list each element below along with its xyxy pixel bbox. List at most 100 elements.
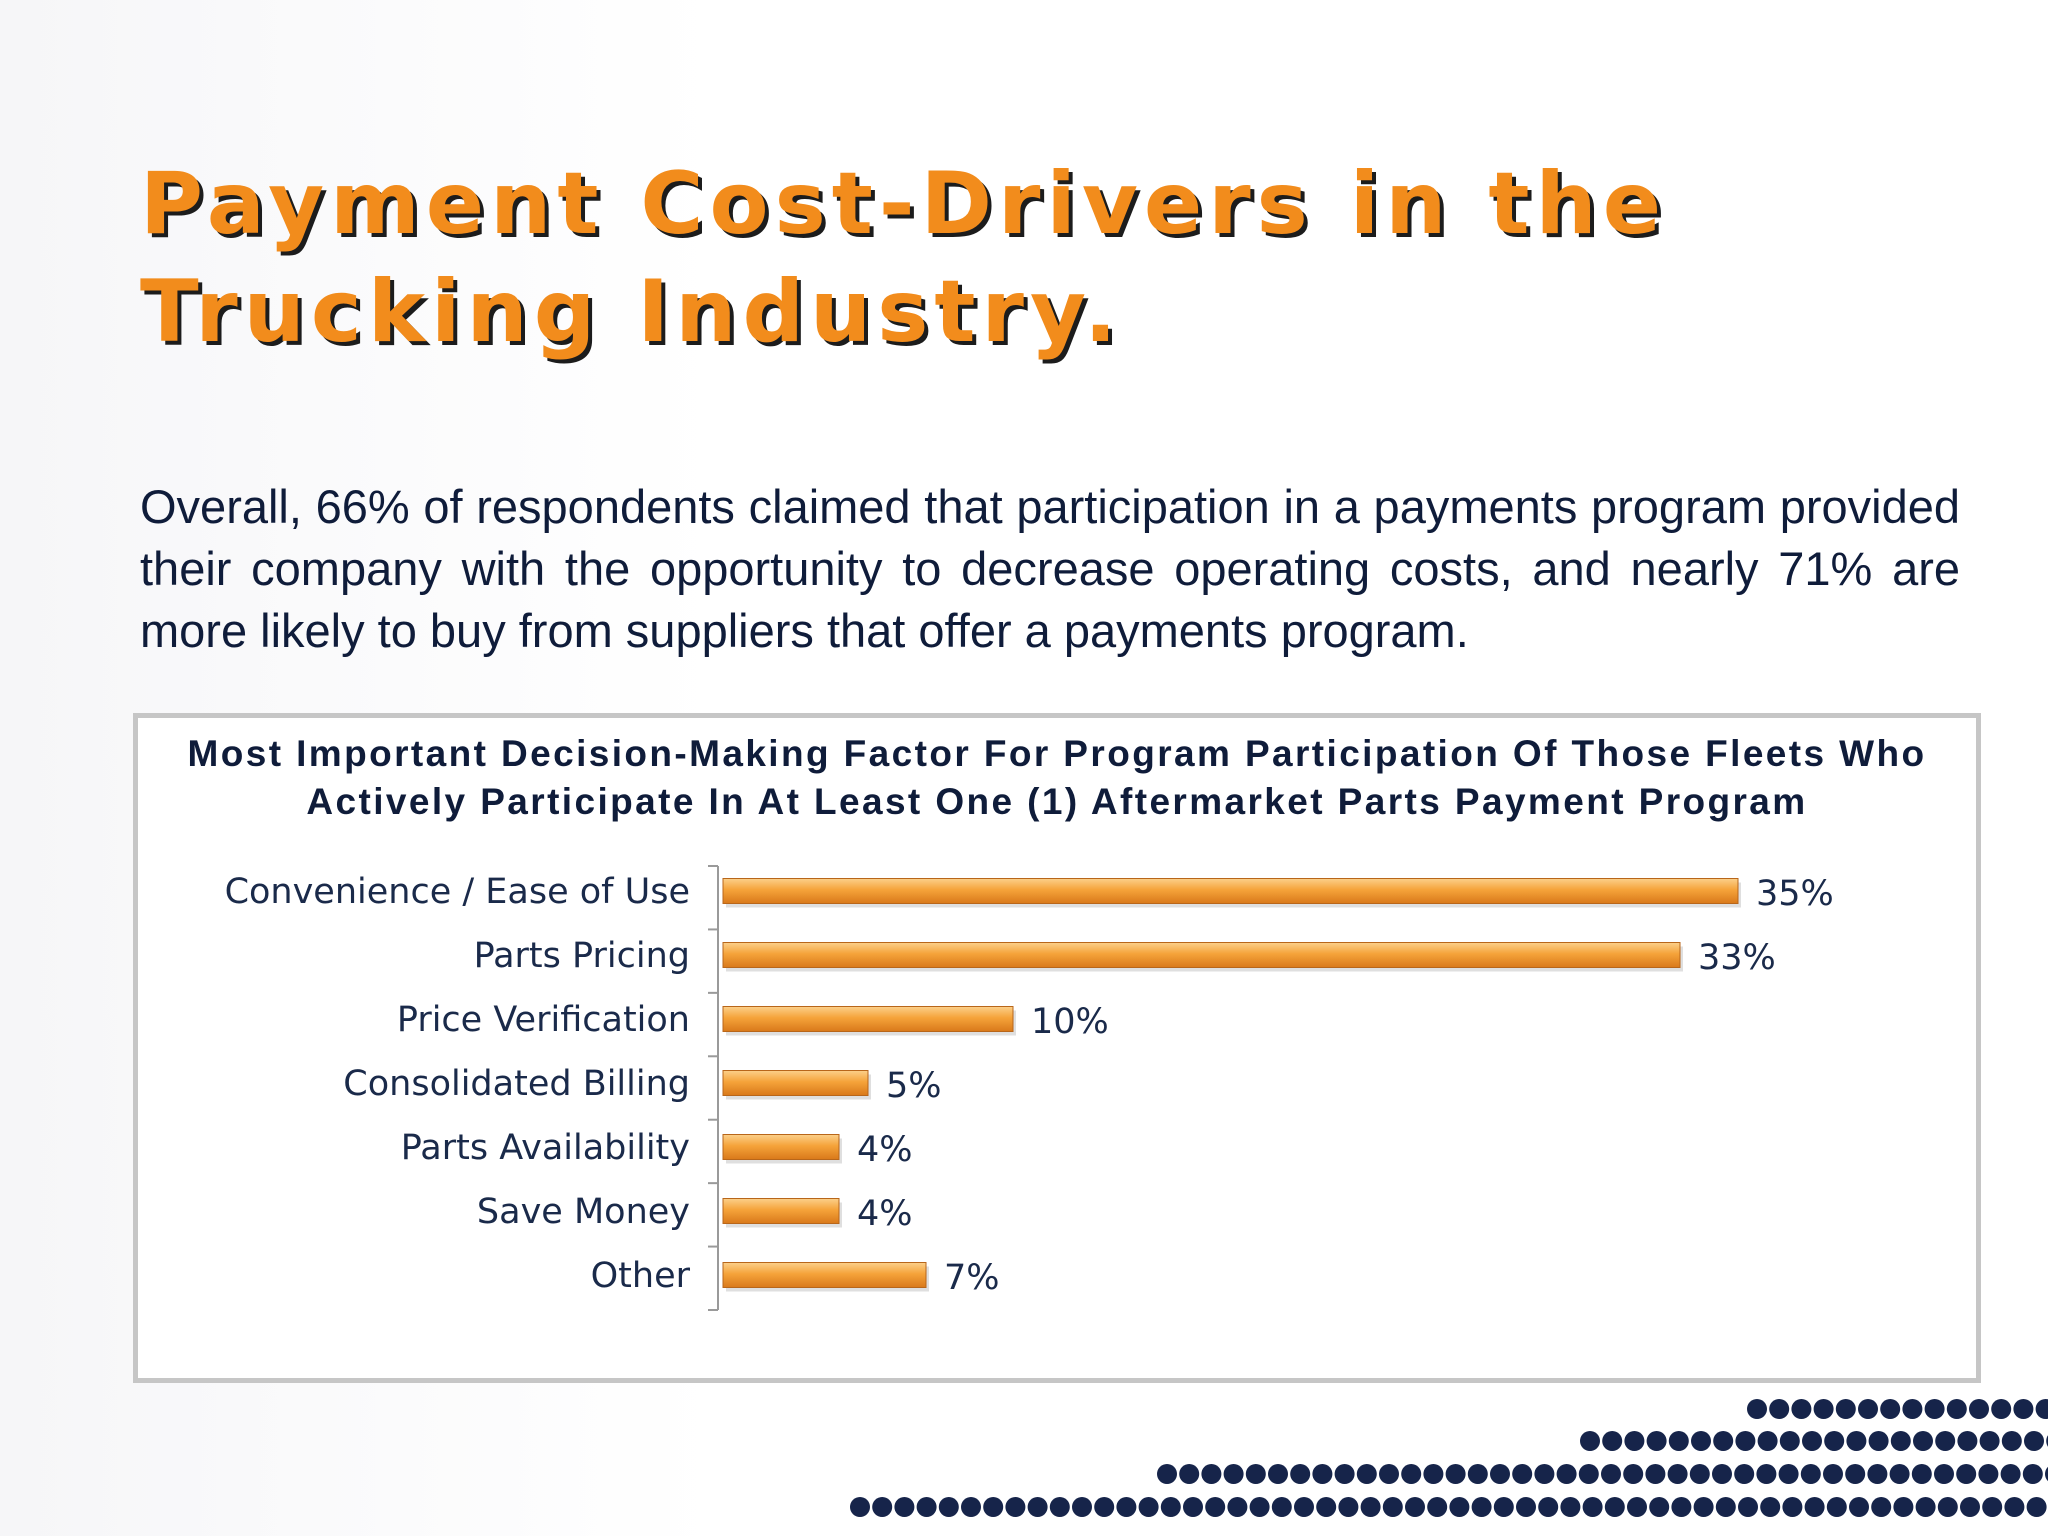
decorative-dot xyxy=(1360,1497,1381,1517)
decorative-dot xyxy=(1627,1497,1647,1517)
decorative-dot xyxy=(1580,1431,1600,1451)
decorative-dot xyxy=(1604,1497,1625,1517)
decorative-dot xyxy=(1960,1497,1980,1517)
decorative-dot xyxy=(1846,1431,1867,1451)
decorative-dot xyxy=(1602,1431,1623,1451)
decorative-dot xyxy=(1868,1431,1889,1451)
decorative-dot xyxy=(1712,1464,1732,1484)
decorative-dot xyxy=(1294,1497,1314,1517)
decorative-dot xyxy=(1094,1497,1115,1517)
decorative-dot xyxy=(1849,1497,1869,1517)
decorative-dot xyxy=(1747,1399,1767,1419)
decorative-dot xyxy=(1734,1464,1755,1484)
decorative-dot xyxy=(1649,1497,1670,1517)
decorative-dot xyxy=(1813,1399,1834,1419)
decorative-dot xyxy=(1379,1464,1399,1484)
decorative-dot xyxy=(1880,1399,1901,1419)
bar xyxy=(722,1262,927,1288)
data-label: 4% xyxy=(857,1194,913,1234)
decorative-dot xyxy=(1582,1497,1603,1517)
decorative-dot xyxy=(1049,1497,1070,1517)
decorative-dot xyxy=(938,1497,959,1517)
decorative-dot xyxy=(2022,1464,2043,1484)
bar-chart: Convenience / Ease of Use 35% Parts Pricin… xyxy=(225,865,1834,1311)
decorative-dot xyxy=(1893,1497,1914,1517)
decorative-dot xyxy=(961,1497,981,1517)
slide-title-line-1: Payment Cost-Drivers in the xyxy=(140,154,1668,254)
decorative-dot xyxy=(1924,1399,1945,1419)
decorative-dot xyxy=(1713,1431,1734,1451)
decorative-dot xyxy=(1735,1431,1756,1451)
decorative-dot xyxy=(1769,1399,1790,1419)
intro-paragraph: Overall, 66% of respondents claimed that… xyxy=(140,480,1960,657)
decorative-dot xyxy=(1138,1497,1159,1517)
decorative-dot xyxy=(1624,1431,1645,1451)
decorative-dot xyxy=(1245,1464,1266,1484)
category-label: Save Money xyxy=(477,1192,690,1232)
decorative-dot xyxy=(1312,1464,1333,1484)
decorative-dot xyxy=(1493,1497,1514,1517)
decorative-dot xyxy=(1645,1464,1666,1484)
bar xyxy=(722,942,1681,968)
decorative-dot xyxy=(1823,1464,1843,1484)
decorative-dot xyxy=(1867,1464,1888,1484)
decorative-dot xyxy=(1623,1464,1644,1484)
decorative-dot xyxy=(2035,1399,2048,1419)
decorative-dot xyxy=(2000,1464,2021,1484)
decorative-dot xyxy=(894,1497,915,1517)
decorative-dot xyxy=(1691,1431,1711,1451)
decorative-dot xyxy=(872,1497,893,1517)
decorative-dot xyxy=(1738,1497,1758,1517)
decorative-dot xyxy=(1578,1464,1599,1484)
decorative-dot xyxy=(1824,1431,1845,1451)
category-label: Parts Pricing xyxy=(474,936,690,976)
decorative-dot xyxy=(1338,1497,1359,1517)
decorative-dot xyxy=(1802,1431,1822,1451)
decorative-dot xyxy=(1249,1497,1270,1517)
decorative-dot xyxy=(1423,1464,1444,1484)
bar xyxy=(722,878,1739,904)
decorative-dot xyxy=(1858,1399,1878,1419)
decorative-dot xyxy=(1205,1497,1226,1517)
decorative-dot xyxy=(1913,1431,1933,1451)
decorative-dot xyxy=(1646,1431,1667,1451)
decorative-dot xyxy=(1671,1497,1692,1517)
decorative-dot xyxy=(1969,1399,1989,1419)
decorative-dot xyxy=(1693,1497,1714,1517)
decorative-dot xyxy=(1449,1497,1470,1517)
decorative-dot xyxy=(1915,1497,1936,1517)
decorative-dot xyxy=(1356,1464,1377,1484)
decorative-dot xyxy=(1183,1497,1203,1517)
decorative-dot xyxy=(1471,1497,1492,1517)
bar xyxy=(722,1134,840,1160)
decorative-dot xyxy=(1956,1464,1977,1484)
bar xyxy=(722,1006,1014,1032)
decorative-dot xyxy=(1957,1431,1978,1451)
decorative-dot xyxy=(1935,1431,1956,1451)
decorative-dot xyxy=(1534,1464,1555,1484)
decorative-dot xyxy=(1560,1497,1581,1517)
data-label: 7% xyxy=(944,1258,1000,1298)
decorative-dot xyxy=(1405,1497,1425,1517)
decorative-dot xyxy=(1116,1497,1137,1517)
decorative-dot xyxy=(1689,1464,1710,1484)
data-label: 33% xyxy=(1698,938,1776,978)
slide-title-line-2: Trucking Industry. xyxy=(140,262,1123,362)
decorative-dot xyxy=(1979,1431,2000,1451)
decorative-dot xyxy=(1991,1399,2012,1419)
chart-frame: Most Important Decision-Making Factor Fo… xyxy=(133,713,1981,1383)
decorative-dot xyxy=(1316,1497,1337,1517)
decorative-dot xyxy=(1445,1464,1466,1484)
decorative-dot xyxy=(1804,1497,1825,1517)
decorative-dot xyxy=(1027,1497,1048,1517)
decorative-dot xyxy=(1556,1464,1577,1484)
decorative-dot xyxy=(1946,1399,1967,1419)
category-label: Parts Availability xyxy=(401,1128,690,1168)
decorative-dot xyxy=(1800,1464,1821,1484)
decorative-dot xyxy=(1401,1464,1422,1484)
decorative-dot xyxy=(2013,1399,2034,1419)
decorative-dot xyxy=(1779,1431,1800,1451)
data-label: 4% xyxy=(857,1130,913,1170)
decorative-dot xyxy=(1757,1431,1778,1451)
